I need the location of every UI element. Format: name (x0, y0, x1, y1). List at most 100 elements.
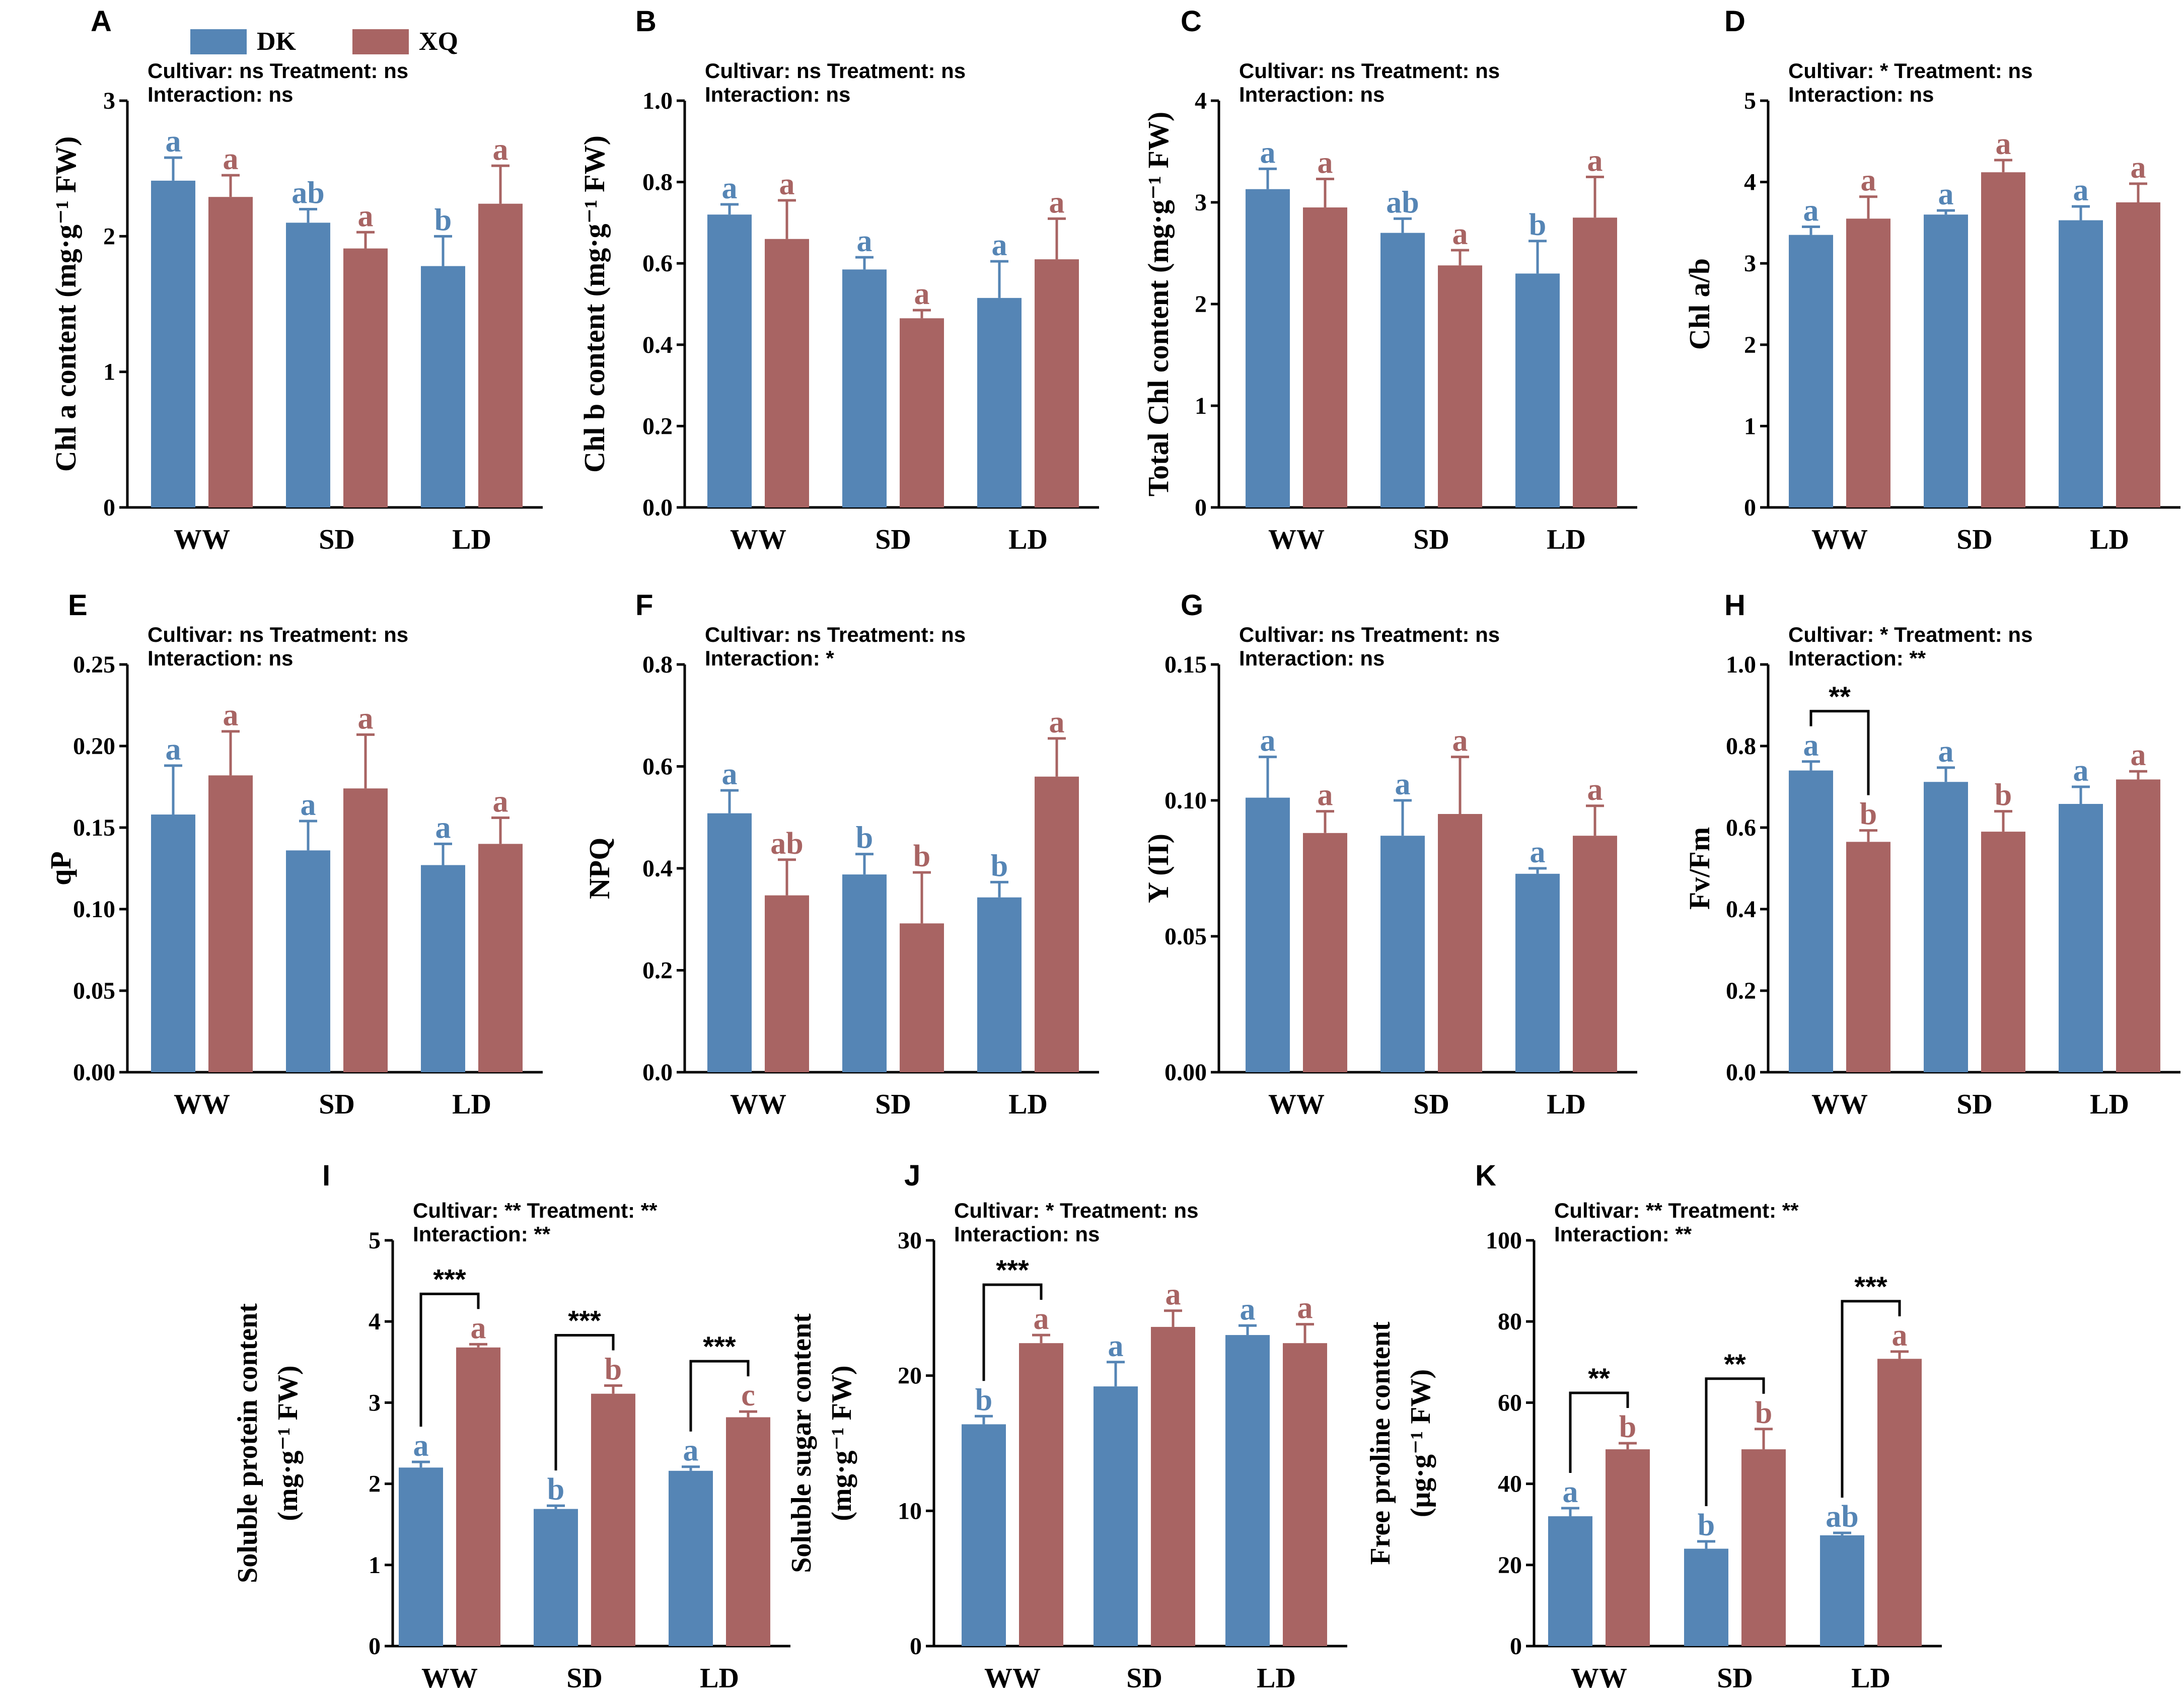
significance-letter: b (547, 1472, 564, 1507)
significance-letter: a (166, 732, 181, 767)
stats-line-interaction: Interaction: ** (1554, 1222, 1692, 1246)
bar-xq-sd (1981, 832, 2025, 1072)
bar-dk-sd (534, 1509, 578, 1646)
significance-letter: a (857, 224, 872, 258)
bar-xq-ld (1283, 1343, 1327, 1646)
panel-letter: B (635, 5, 657, 38)
significance-letter: ab (770, 827, 803, 861)
stats-line-interaction: Interaction: ns (954, 1222, 1100, 1246)
significance-letter: a (1996, 127, 2011, 161)
y-axis-title: Soluble protein content (232, 1303, 263, 1583)
bar-dk-sd (286, 850, 330, 1072)
y-tick-label: 0.8 (642, 651, 673, 678)
y-tick-label: 0.05 (73, 978, 115, 1004)
significance-letter: b (1860, 797, 1877, 832)
stats-line-interaction: Interaction: ns (148, 646, 293, 670)
y-tick-label: 0.00 (1164, 1059, 1207, 1086)
y-tick-label: 1 (1195, 393, 1207, 419)
significance-letter: b (1698, 1508, 1715, 1542)
significance-letter: a (358, 199, 374, 233)
y-tick-label: 0 (910, 1633, 922, 1660)
x-tick-label: WW (174, 1089, 230, 1120)
significance-letter: a (301, 788, 316, 822)
bar-dk-ld (2059, 220, 2103, 507)
significance-letter: a (358, 701, 374, 735)
stats-line-main: Cultivar: * Treatment: ns (1788, 59, 2032, 83)
legend: DK XQ (190, 27, 458, 56)
x-tick-label: WW (1268, 524, 1325, 555)
significance-letter: a (683, 1434, 699, 1468)
significance-letter: ab (1386, 185, 1419, 219)
y-tick-label: 0.2 (642, 413, 673, 439)
bar-xq-ww (1606, 1449, 1650, 1646)
significance-letter: b (434, 203, 452, 237)
legend-label-dk: DK (257, 27, 297, 56)
significance-letter: a (435, 810, 451, 845)
bar-dk-sd (1924, 214, 1968, 507)
y-tick-label: 2 (1744, 332, 1756, 358)
bar-dk-ww (1789, 770, 1833, 1072)
comparison-stars: *** (703, 1330, 736, 1362)
y-tick-label: 0.0 (642, 1059, 673, 1086)
significance-letter: a (223, 142, 239, 176)
significance-letter: a (1452, 724, 1468, 758)
significance-letter: a (1803, 728, 1819, 763)
panel-f: F 0.0 0.2 0.4 0.6 0.8 Cultivar: ns Treatment: … (583, 589, 1099, 1120)
y-tick-label: 1 (1744, 413, 1756, 439)
significance-letter: a (1892, 1318, 1908, 1353)
bar-xq-ld (1035, 776, 1079, 1072)
significance-letter: a (1318, 146, 1333, 180)
panel-letter: F (635, 589, 653, 622)
stats-line-main: Cultivar: ** Treatment: ** (1554, 1199, 1799, 1222)
y-tick-label: 1.0 (1726, 651, 1756, 678)
y-tick-label: 0.05 (1164, 923, 1207, 950)
y-axis-title: NPQ (583, 838, 616, 899)
bar-xq-sd (1438, 265, 1482, 507)
x-tick-label: WW (730, 1089, 786, 1120)
panel-letter: G (1181, 589, 1203, 622)
x-tick-label: WW (1268, 1089, 1325, 1120)
bar-dk-ld (2059, 804, 2103, 1072)
panel-h: H 0.0 0.2 0.4 0.6 0.8 1.0 Cultivar: * Treatment… (1683, 589, 2180, 1120)
y-axis-title: Chl a/b (1683, 258, 1716, 350)
x-tick-label: WW (1811, 524, 1868, 555)
stats-line-interaction: Interaction: ** (1788, 646, 1926, 670)
x-tick-label: SD (1956, 1089, 1993, 1120)
significance-letter: a (1938, 177, 1954, 211)
y-tick-label: 30 (898, 1227, 922, 1254)
bar-dk-ld (421, 865, 465, 1072)
y-tick-label: 0.20 (73, 733, 115, 760)
bar-dk-ww (1246, 797, 1290, 1072)
y-tick-label: 0.6 (1726, 814, 1756, 841)
legend-label-xq: XQ (419, 27, 458, 56)
significance-letter: a (1240, 1292, 1256, 1326)
y-tick-label: 1 (103, 359, 115, 386)
stats-line-interaction: Interaction: * (705, 646, 834, 670)
significance-letter: b (1619, 1410, 1636, 1444)
significance-letter: a (1587, 773, 1603, 807)
panel-letter: K (1475, 1159, 1496, 1192)
x-tick-label: LD (2090, 1089, 2129, 1120)
stats-line-main: Cultivar: * Treatment: ns (954, 1199, 1198, 1222)
stats-line-interaction: Interaction: ns (1788, 83, 1934, 106)
significance-letter: a (914, 277, 930, 311)
significance-letter: a (992, 228, 1007, 262)
y-tick-label: 3 (103, 88, 115, 114)
bar-xq-sd (343, 248, 388, 507)
y-tick-label: 0.6 (642, 250, 673, 277)
y-tick-label: 20 (1498, 1552, 1522, 1579)
significance-letter: a (2131, 151, 2146, 185)
significance-letter: a (1034, 1302, 1049, 1336)
comparison-stars: *** (1854, 1271, 1887, 1302)
comparison-bracket (1809, 710, 1870, 795)
y-tick-label: 0.10 (1164, 787, 1207, 814)
panel-b: B 0.0 0.2 0.4 0.6 0.8 1.0 Cultivar: ns Treatmen… (578, 5, 1099, 555)
stats-line-interaction: Interaction: ns (705, 83, 850, 106)
y-axis-title-unit: (mg·g⁻¹ FW) (272, 1365, 304, 1521)
y-tick-label: 4 (1195, 88, 1207, 114)
panel-letter: E (68, 589, 88, 622)
legend-swatch-xq (352, 29, 409, 54)
panel-letter: C (1181, 5, 1202, 38)
significance-letter: a (1049, 705, 1065, 739)
